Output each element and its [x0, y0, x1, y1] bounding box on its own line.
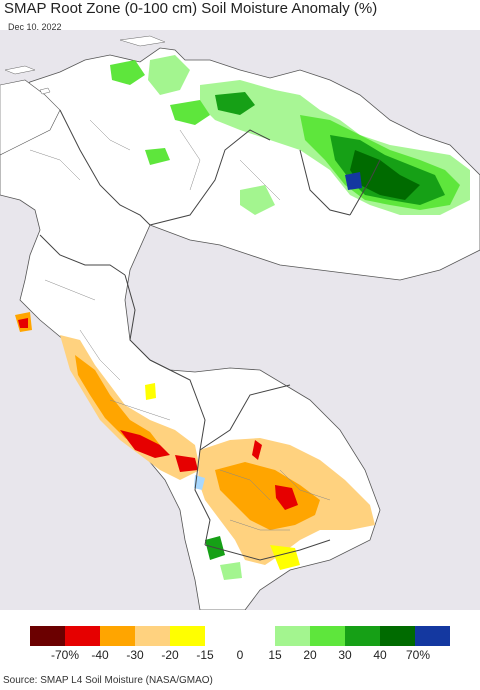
legend-tick: -30: [126, 648, 144, 662]
legend-ticks: -70% -40 -30 -20 -15 0 15 20 30 40 70%: [30, 648, 450, 662]
legend-tick: -70%: [50, 648, 80, 662]
color-legend: [30, 626, 450, 646]
legend-swatch: [415, 626, 450, 646]
legend-swatch: [100, 626, 135, 646]
legend-swatch: [380, 626, 415, 646]
legend-tick: 0: [236, 648, 244, 662]
legend-tick: 15: [268, 648, 282, 662]
legend-tick: 70%: [405, 648, 431, 662]
legend-swatch: [205, 626, 240, 646]
legend-swatch: [65, 626, 100, 646]
map-area: [0, 30, 480, 611]
legend-tick: -20: [161, 648, 179, 662]
legend-swatch: [310, 626, 345, 646]
legend-tick: 20: [303, 648, 317, 662]
soil-moisture-map: [0, 30, 480, 611]
legend-swatch: [240, 626, 275, 646]
state-borders: [29, 119, 331, 531]
map-title: SMAP Root Zone (0-100 cm) Soil Moisture …: [4, 0, 378, 17]
central-america: [0, 79, 61, 156]
legend-swatch: [30, 626, 65, 646]
legend-tick: 30: [338, 648, 352, 662]
legend-tick: -15: [196, 648, 214, 662]
legend-swatch: [135, 626, 170, 646]
legend-swatch: [275, 626, 310, 646]
legend-tick: -40: [91, 648, 109, 662]
legend-swatch: [170, 626, 205, 646]
source-credit: Source: SMAP L4 Soil Moisture (NASA/GMAO…: [3, 675, 213, 686]
legend-tick: 40: [373, 648, 387, 662]
map-date: Dec 10, 2022: [8, 22, 62, 32]
country-borders: [39, 109, 381, 561]
legend-swatch: [345, 626, 380, 646]
